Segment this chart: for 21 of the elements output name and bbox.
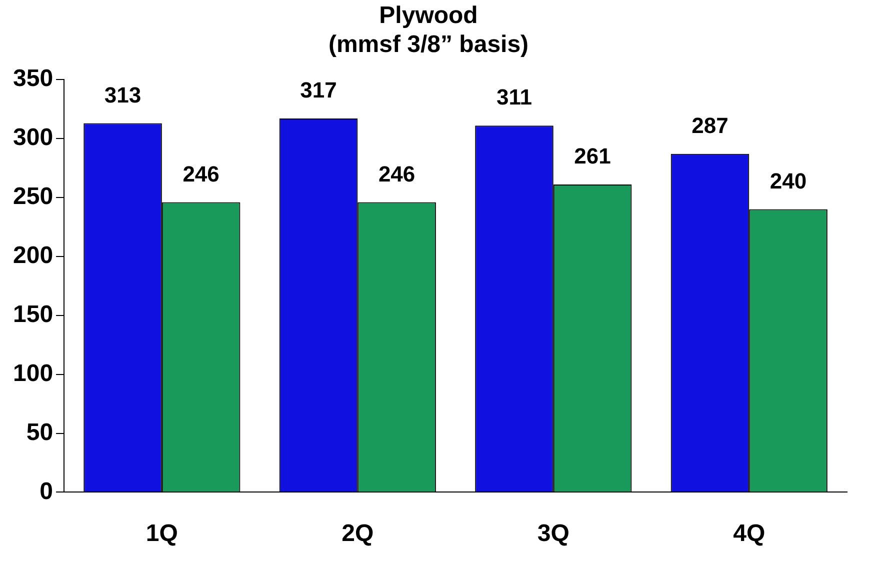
y-tick-label: 0 bbox=[40, 478, 54, 505]
y-tick-label: 200 bbox=[12, 242, 54, 270]
data-label: 261 bbox=[574, 144, 611, 169]
data-label: 240 bbox=[770, 168, 807, 194]
x-tick-label: 2Q bbox=[342, 520, 374, 548]
data-label: 311 bbox=[496, 84, 532, 110]
x-tick-label: 3Q bbox=[537, 520, 570, 548]
chart-title: Plywood (mmsf 3/8” basis) bbox=[328, 2, 529, 58]
y-tick-label: 100 bbox=[12, 360, 54, 387]
data-label: 246 bbox=[182, 161, 220, 186]
y-tick-label: 250 bbox=[12, 183, 54, 210]
data-label: 287 bbox=[692, 112, 728, 138]
x-tick-label: 1Q bbox=[146, 520, 178, 548]
data-label: 317 bbox=[300, 78, 337, 103]
y-tick-label: 350 bbox=[12, 65, 54, 92]
y-tick-label: 150 bbox=[12, 300, 54, 328]
y-tick-label: 50 bbox=[26, 418, 54, 446]
y-tick-label: 300 bbox=[12, 124, 54, 152]
data-label: 246 bbox=[378, 161, 416, 186]
x-tick-label: 4Q bbox=[733, 520, 766, 548]
data-label: 313 bbox=[104, 82, 142, 108]
